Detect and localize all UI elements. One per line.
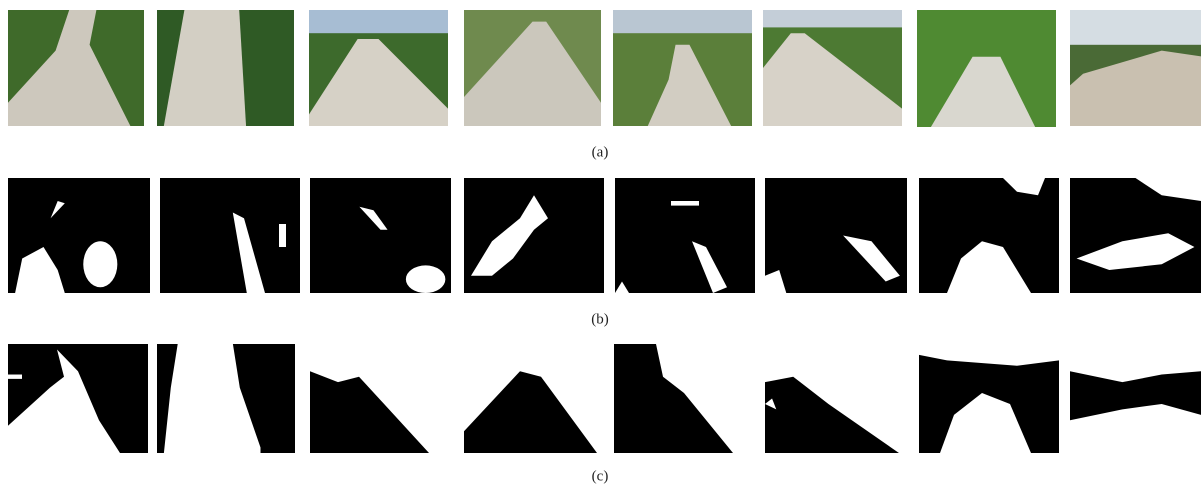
result: [464, 344, 604, 453]
figure: (a) (b): [0, 0, 1201, 487]
caption-label: (a): [592, 144, 609, 160]
result: [157, 344, 295, 453]
mask: [160, 178, 300, 293]
mask: [615, 178, 755, 293]
photo: [157, 10, 294, 126]
mask: [1070, 178, 1201, 293]
mask: [919, 178, 1059, 293]
photo: [464, 10, 601, 126]
mask-row: [8, 178, 1201, 293]
mask: [464, 178, 604, 293]
result-row: [8, 344, 1201, 453]
photo: [763, 10, 902, 126]
result: [310, 344, 450, 453]
result: [919, 344, 1059, 453]
photo: [613, 10, 752, 126]
photo: [8, 10, 144, 126]
photo: [917, 10, 1056, 127]
result: [765, 344, 906, 453]
photo: [309, 10, 448, 126]
caption-label: (c): [592, 468, 609, 484]
caption-label: (b): [591, 311, 609, 327]
result: [8, 344, 148, 453]
mask: [8, 178, 150, 293]
photo: [1070, 10, 1201, 126]
photo-row: [8, 10, 1201, 127]
result: [614, 344, 754, 453]
result: [1070, 344, 1201, 453]
mask: [765, 178, 907, 293]
mask: [310, 178, 451, 293]
